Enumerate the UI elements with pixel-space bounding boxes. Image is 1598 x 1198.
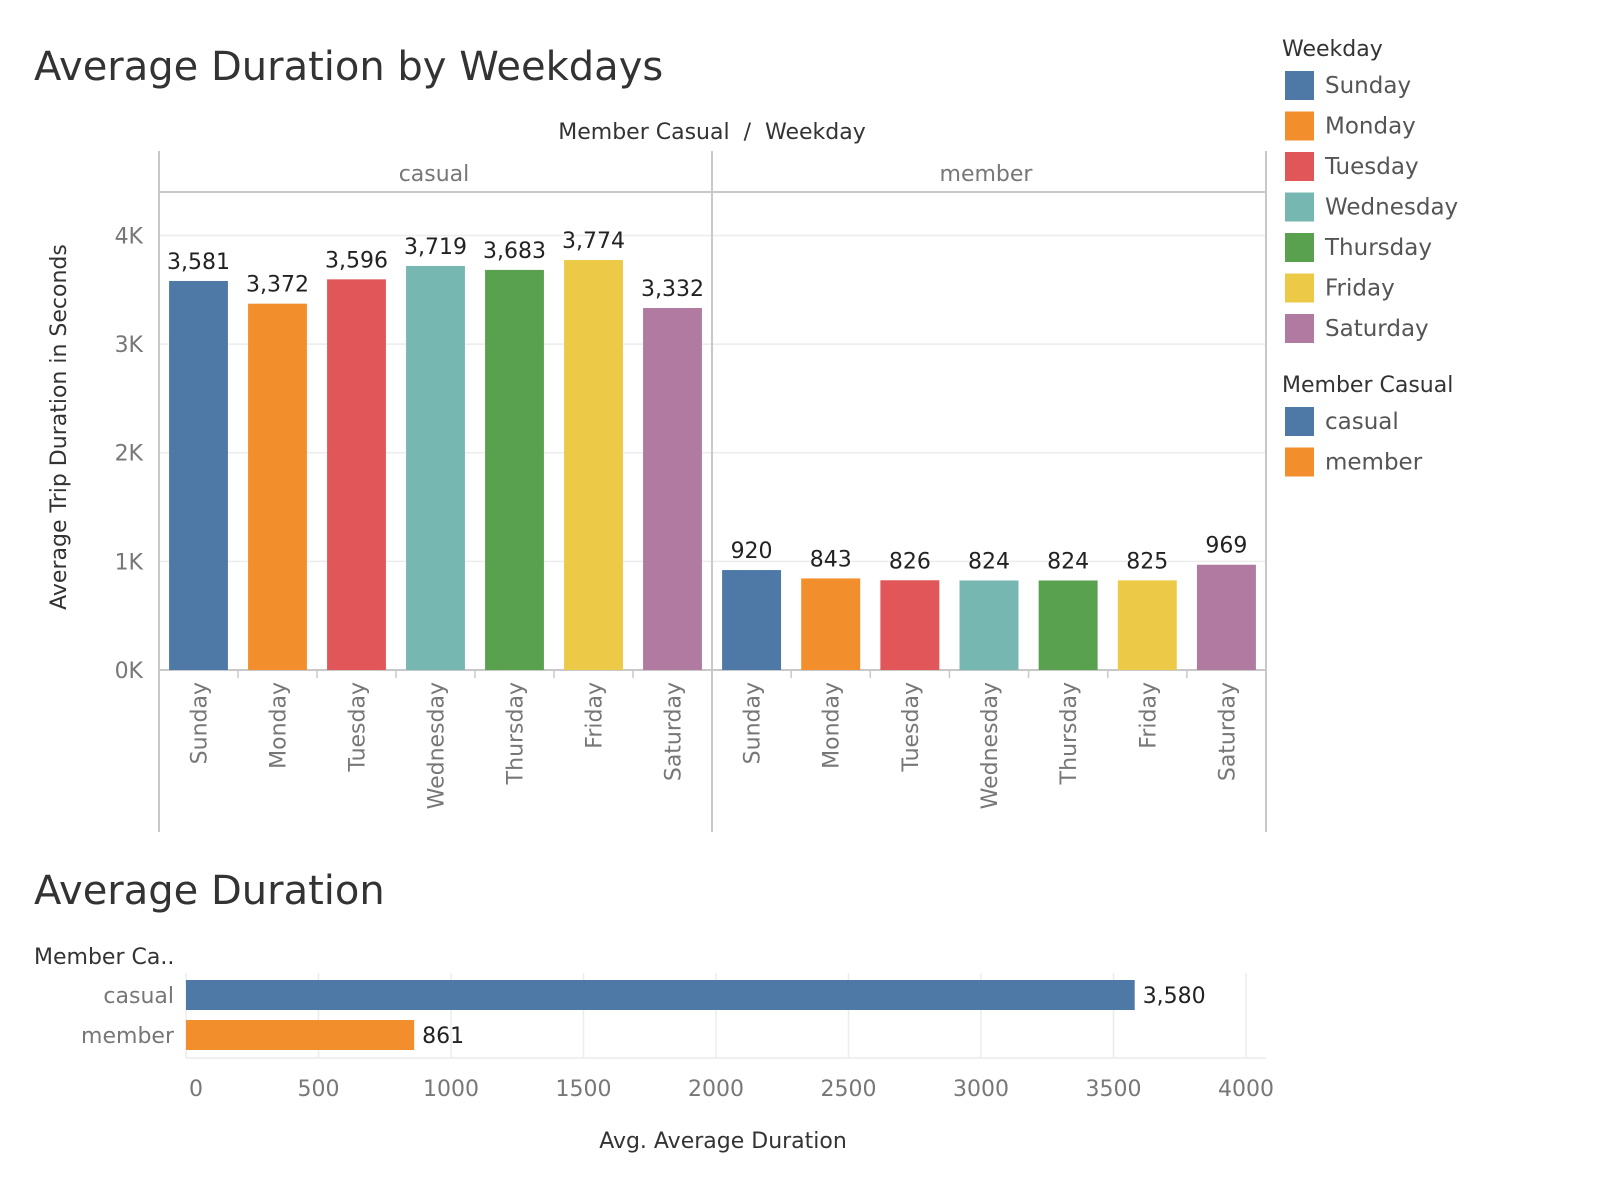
bar-casual-saturday [643, 308, 702, 670]
x-tick-casual-wednesday: Wednesday [425, 682, 450, 809]
value-label-member-monday: 843 [810, 547, 852, 572]
legend-swatch-sunday [1285, 71, 1314, 100]
legend-title-weekday: Weekday [1282, 37, 1383, 62]
x-tick-member-monday: Monday [820, 682, 845, 769]
bar-member-wednesday [959, 580, 1019, 670]
x-tick-0: 0 [189, 1077, 203, 1102]
bar-casual-tuesday [327, 279, 386, 670]
x-tick-4000: 4000 [1218, 1077, 1274, 1102]
x-tick-1500: 1500 [556, 1077, 612, 1102]
pane-header-casual: casual [399, 162, 470, 187]
x-tick-2500: 2500 [821, 1077, 877, 1102]
value-label-casual-thursday: 3,683 [483, 239, 546, 264]
value-label-casual-sunday: 3,581 [167, 250, 230, 275]
legend-label-thursday: Thursday [1324, 235, 1432, 261]
legend-label-sunday: Sunday [1325, 73, 1411, 99]
x-tick-member-saturday: Saturday [1215, 682, 1240, 781]
legend-swatch-monday [1285, 111, 1314, 141]
value-label-member-thursday: 824 [1047, 549, 1089, 574]
value-label-casual-wednesday: 3,719 [404, 235, 467, 260]
x-tick-member-thursday: Thursday [1057, 682, 1082, 785]
hbar-value-member: 861 [422, 1024, 464, 1049]
bar-member-tuesday [880, 580, 940, 670]
y-axis-title: Average Trip Duration in Seconds [47, 244, 72, 610]
x-tick-member-tuesday: Tuesday [899, 682, 924, 773]
x-tick-casual-tuesday: Tuesday [346, 682, 371, 773]
chart-title-weekdays: Average Duration by Weekdays [34, 44, 663, 90]
x-tick-casual-friday: Friday [583, 682, 608, 749]
row-label-member: member [81, 1024, 175, 1049]
legend-swatch-saturday [1285, 314, 1314, 343]
x-tick-casual-monday: Monday [267, 682, 292, 769]
bars [169, 260, 1256, 1050]
value-label-member-sunday: 920 [731, 539, 773, 564]
legend-label-friday: Friday [1325, 276, 1395, 302]
x-tick-member-sunday: Sunday [741, 682, 766, 764]
y-tick-0K: 0K [115, 659, 144, 684]
bar-member-friday [1117, 580, 1177, 670]
x-tick-member-friday: Friday [1136, 682, 1161, 749]
value-label-member-wednesday: 824 [968, 549, 1010, 574]
hbar-member [186, 1020, 415, 1050]
row-label-casual: casual [103, 984, 174, 1009]
legend-label-saturday: Saturday [1325, 316, 1429, 342]
y-tick-2K: 2K [115, 442, 144, 467]
x-tick-casual-thursday: Thursday [504, 682, 529, 785]
legend-swatch-member [1285, 447, 1314, 477]
value-label-casual-monday: 3,372 [246, 273, 309, 298]
x-tick-casual-sunday: Sunday [188, 682, 213, 764]
x-tick-casual-saturday: Saturday [662, 682, 687, 781]
pane-header-member: member [940, 162, 1034, 187]
legend-swatch-tuesday [1285, 152, 1314, 181]
value-label-member-saturday: 969 [1205, 534, 1247, 559]
bar-member-monday [801, 578, 861, 670]
value-label-casual-saturday: 3,332 [641, 277, 704, 302]
x-tick-3500: 3500 [1086, 1077, 1142, 1102]
x-tick-1000: 1000 [423, 1077, 479, 1102]
x-tick-3000: 3000 [953, 1077, 1009, 1102]
labels: 0K 1K 2K 3K 4K 3,581 Sunday 3,372 Monday 3,596 Tue… [81, 224, 1274, 1102]
y-tick-3K: 3K [115, 333, 144, 358]
chart-title-average-duration: Average Duration [34, 868, 385, 914]
bar-casual-friday [564, 260, 623, 670]
legend-label-casual: casual [1325, 409, 1399, 435]
value-label-casual-friday: 3,774 [562, 229, 625, 254]
hbar-casual [186, 980, 1135, 1010]
legend-swatch-friday [1285, 273, 1314, 303]
legend-label-member: member [1325, 450, 1423, 476]
legend-label-wednesday: Wednesday [1325, 195, 1458, 221]
x-tick-2000: 2000 [688, 1077, 744, 1102]
bar-member-saturday [1196, 564, 1256, 670]
bar-member-sunday [722, 570, 782, 670]
x-axis-title: Avg. Average Duration [599, 1129, 847, 1154]
x-tick-500: 500 [298, 1077, 340, 1102]
legend-swatch-casual [1285, 407, 1314, 436]
hbar-value-casual: 3,580 [1143, 984, 1206, 1009]
y-tick-4K: 4K [115, 224, 144, 249]
legend-items: Sunday Monday Tuesday Wednesday Thursday Frid… [1285, 71, 1458, 477]
bar-casual-wednesday [406, 265, 465, 670]
value-label-member-tuesday: 826 [889, 549, 931, 574]
legend-swatch-thursday [1285, 233, 1314, 262]
legend-label-monday: Monday [1325, 114, 1416, 140]
y-tick-1K: 1K [115, 550, 144, 575]
bar-casual-sunday [169, 280, 228, 670]
legend-label-tuesday: Tuesday [1324, 154, 1419, 180]
bar-casual-thursday [485, 269, 544, 670]
bar-member-thursday [1038, 580, 1098, 670]
row-header: Member Ca.. [34, 945, 174, 970]
legend-title-member-casual: Member Casual [1282, 373, 1453, 398]
value-label-member-friday: 825 [1126, 549, 1168, 574]
column-header: Member Casual / Weekday [558, 120, 865, 145]
legend-swatch-wednesday [1285, 192, 1314, 222]
value-label-casual-tuesday: 3,596 [325, 248, 388, 273]
x-tick-member-wednesday: Wednesday [978, 682, 1003, 809]
bar-casual-monday [248, 303, 307, 670]
